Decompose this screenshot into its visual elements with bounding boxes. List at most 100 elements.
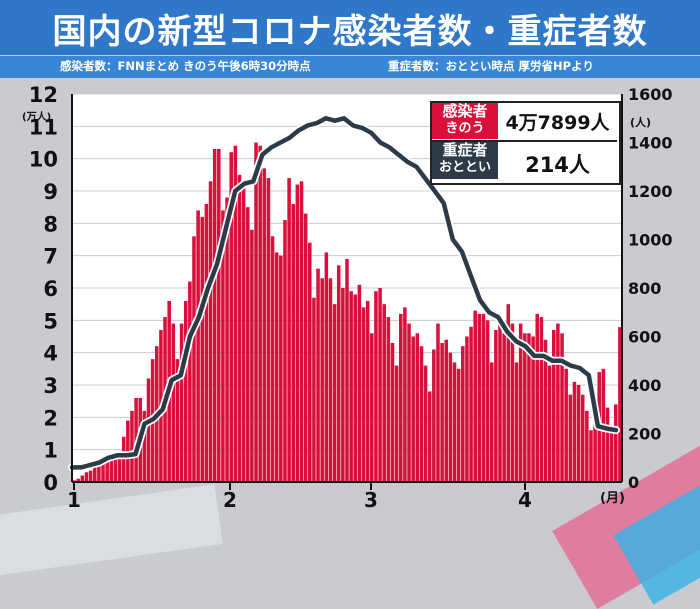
infection-bar xyxy=(179,323,184,482)
infection-bar xyxy=(88,470,93,482)
infection-bar xyxy=(283,220,287,482)
infection-bar xyxy=(531,336,535,482)
x-tick-label: 2 xyxy=(223,488,237,508)
infection-bar xyxy=(618,327,622,482)
infection-bar xyxy=(336,265,341,482)
infection-bar xyxy=(398,313,403,482)
infection-bar xyxy=(370,333,374,482)
infection-bar xyxy=(324,252,329,482)
chart: 0123456789101112020040060080010001200140… xyxy=(22,83,673,508)
infection-bar xyxy=(432,349,436,482)
infection-bar xyxy=(76,478,80,482)
infection-bar xyxy=(349,291,353,482)
source-note-severe: 重症者数：おととい時点 厚労省HPより xyxy=(388,59,594,73)
severe-line xyxy=(69,116,619,470)
right-tick-label: 1000 xyxy=(628,231,673,250)
left-tick-label: 11 xyxy=(29,115,58,139)
infection-bar xyxy=(291,203,296,482)
infection-bar xyxy=(237,174,242,482)
infection-bar xyxy=(510,323,515,482)
right-tick-label: 1400 xyxy=(628,134,673,153)
infection-bar xyxy=(84,472,89,482)
right-tick-label: 200 xyxy=(628,425,661,444)
infection-bar xyxy=(250,229,254,482)
infection-bar xyxy=(262,168,267,482)
x-tick-label: 1 xyxy=(67,488,81,508)
infection-bar xyxy=(121,436,126,482)
infection-bar xyxy=(527,333,531,482)
left-tick-label: 7 xyxy=(43,245,58,269)
infection-bar xyxy=(609,427,614,482)
infection-bar xyxy=(374,291,378,482)
infection-bar xyxy=(560,333,564,482)
infection-bar xyxy=(419,346,424,482)
right-tick-label: 1200 xyxy=(628,182,673,201)
infection-bar xyxy=(386,317,391,482)
infection-bar xyxy=(97,464,101,482)
infection-bar xyxy=(192,236,196,482)
left-tick-label: 3 xyxy=(43,374,58,398)
infection-bar xyxy=(444,339,449,482)
infection-bar xyxy=(585,410,589,482)
infection-bar xyxy=(514,362,519,482)
infection-bar xyxy=(254,142,258,482)
infection-bar xyxy=(361,307,366,482)
infection-bar xyxy=(80,475,85,482)
infection-bar xyxy=(146,378,151,482)
right-tick-label: 0 xyxy=(628,473,639,492)
infection-bar xyxy=(543,339,548,482)
infection-bar xyxy=(502,333,506,482)
infection-bar xyxy=(489,362,494,482)
infection-bar xyxy=(328,278,333,482)
infection-bar xyxy=(92,467,97,482)
source-bar xyxy=(0,56,700,78)
infection-bar xyxy=(498,320,502,482)
infection-bar xyxy=(221,210,225,482)
infection-bar xyxy=(465,336,469,482)
left-tick-label: 8 xyxy=(43,212,58,236)
left-tick-label: 4 xyxy=(43,342,58,366)
infection-bar xyxy=(539,317,544,482)
infection-bar xyxy=(494,330,498,482)
x-tick-label: 3 xyxy=(364,488,378,508)
infection-bar xyxy=(407,323,411,482)
legend-infections-value: 4万7899人 xyxy=(505,112,610,134)
infection-bar xyxy=(299,181,304,483)
left-tick-label: 1 xyxy=(43,439,58,463)
right-axis-unit: (人) xyxy=(630,115,651,129)
infection-bar xyxy=(551,330,556,482)
infection-bar xyxy=(394,365,399,482)
left-tick-label: 0 xyxy=(43,471,58,495)
infection-bar xyxy=(332,304,337,482)
infection-bar xyxy=(605,407,610,482)
infection-bar xyxy=(341,288,345,482)
infection-bar xyxy=(316,268,320,482)
infection-bar xyxy=(101,460,105,482)
infection-bar xyxy=(270,236,275,482)
infection-bar xyxy=(427,391,432,482)
legend-severe-sublabel: おととい xyxy=(438,160,491,175)
legend-divider xyxy=(432,140,617,142)
infection-bar xyxy=(378,288,382,482)
infection-bar xyxy=(208,181,213,483)
left-tick-label: 12 xyxy=(29,83,58,107)
infection-bar xyxy=(481,313,486,482)
infection-bar xyxy=(440,342,444,482)
infection-bar xyxy=(456,368,461,482)
infection-bar xyxy=(241,181,246,483)
left-tick-label: 6 xyxy=(43,277,58,301)
infection-bar xyxy=(461,346,465,482)
title-bar xyxy=(0,0,700,55)
infection-bar xyxy=(312,297,316,482)
infection-bar xyxy=(523,333,527,482)
infection-bar xyxy=(142,410,147,482)
infection-bar xyxy=(212,148,217,482)
legend-infections-label: 感染者 xyxy=(442,102,488,120)
infection-bar xyxy=(274,252,279,482)
infection-bar xyxy=(556,323,560,482)
infection-bar xyxy=(320,278,324,482)
infection-bar xyxy=(188,281,192,482)
infection-bar xyxy=(382,304,386,482)
infection-bar xyxy=(535,313,539,482)
source-note-infections: 感染者数：FNNまとめ きのう午後6時30分時点 xyxy=(60,59,311,73)
